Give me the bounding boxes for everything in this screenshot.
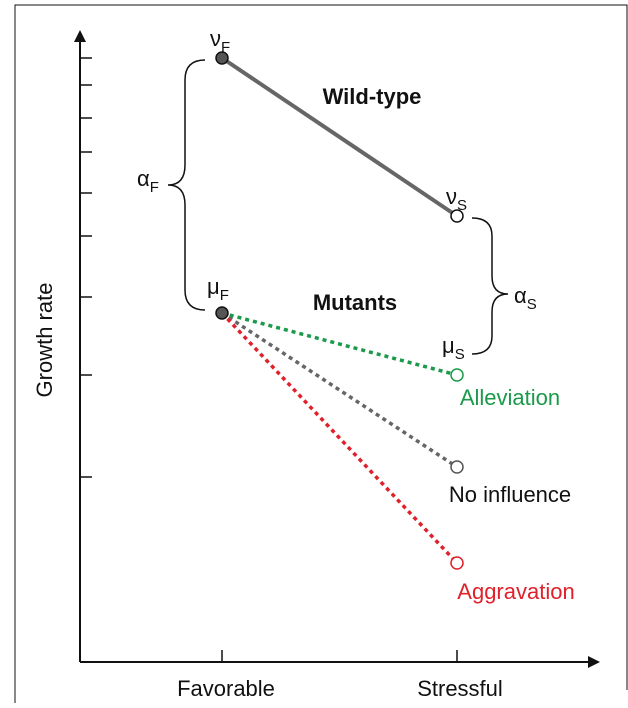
text-part: F [220, 287, 229, 304]
point [215, 51, 229, 65]
point [215, 306, 229, 320]
outcome-label: No influence [449, 482, 571, 507]
text-part: ν [210, 26, 221, 51]
no-influence-line [221, 311, 458, 469]
text-part: ν [446, 184, 457, 209]
brace [167, 59, 206, 311]
outcome-label: Alleviation [460, 385, 560, 410]
symbol-label: μF [207, 274, 229, 304]
alleviation-line [221, 311, 458, 377]
point [450, 556, 464, 570]
point [450, 209, 464, 223]
y-label: Growth rate [32, 283, 57, 398]
group-label: Wild-type [323, 84, 422, 109]
text-part: S [527, 296, 537, 313]
symbol-label: αS [514, 283, 537, 313]
text-part: F [221, 39, 230, 56]
point [450, 460, 464, 474]
symbol-label: νS [446, 184, 467, 214]
frame [14, 4, 628, 703]
x-label: Favorable [177, 676, 275, 701]
wild-type-line [220, 56, 459, 218]
aggravation-line [220, 311, 459, 565]
symbol-label: νF [210, 26, 230, 56]
text-part: S [455, 346, 465, 363]
text-part: S [457, 197, 467, 214]
symbol-label: μS [442, 333, 465, 363]
text-part: α [137, 166, 150, 191]
symbol-label: αF [137, 166, 159, 196]
x-label: Stressful [417, 676, 503, 701]
text-part: α [514, 283, 527, 308]
y-ticks [80, 57, 458, 662]
brace [471, 217, 509, 355]
outcome-label: Aggravation [457, 579, 574, 604]
point [450, 368, 464, 382]
group-label: Mutants [313, 290, 397, 315]
text-part: μ [442, 333, 455, 358]
text-part: μ [207, 274, 220, 299]
text-part: F [150, 179, 159, 196]
